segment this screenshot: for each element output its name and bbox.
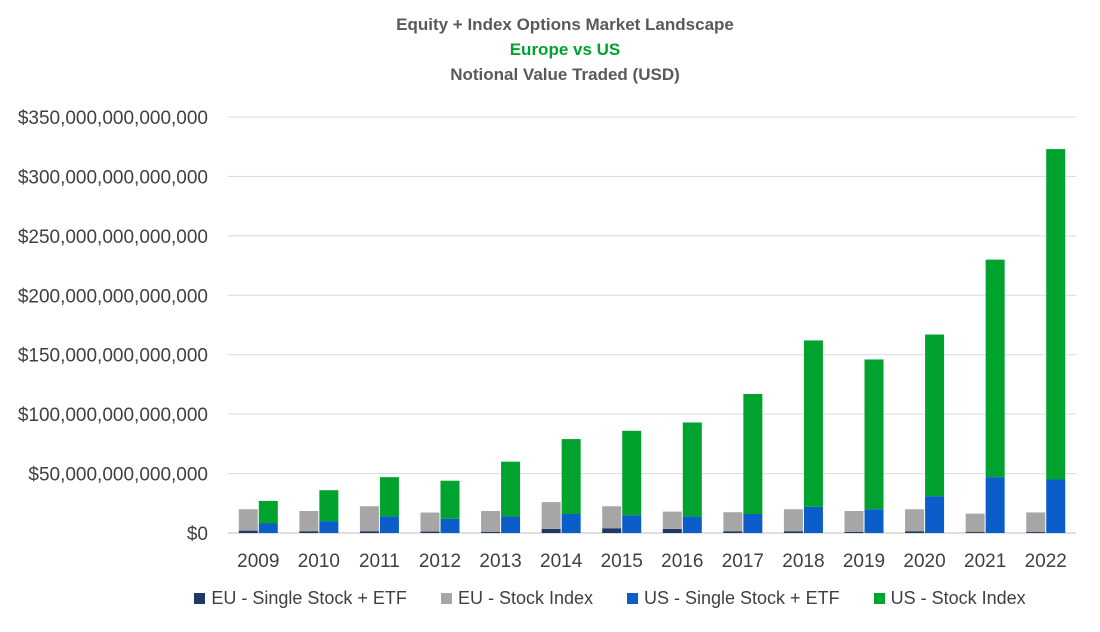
x-tick-label: 2021 bbox=[964, 551, 1006, 572]
bar-eu-stock-index-2017 bbox=[723, 512, 743, 532]
x-tick-label: 2011 bbox=[359, 551, 400, 572]
x-tick-label: 2018 bbox=[782, 551, 824, 572]
y-tick-label: $200,000,000,000,000 bbox=[18, 286, 208, 307]
bar-us-single-stock-etf-2019 bbox=[864, 509, 884, 533]
legend-label: EU - Single Stock + ETF bbox=[211, 588, 407, 608]
bar-us-stock-index-2009 bbox=[258, 500, 278, 524]
bar-eu-stock-index-2020 bbox=[905, 509, 925, 532]
bar-us-single-stock-etf-2017 bbox=[743, 513, 763, 533]
bar-us-stock-index-2013 bbox=[501, 461, 521, 517]
bar-us-single-stock-etf-2016 bbox=[682, 516, 702, 533]
legend-swatch bbox=[440, 593, 452, 604]
bar-us-single-stock-etf-2011 bbox=[379, 516, 399, 533]
bar-eu-single-stock-etf-2016 bbox=[662, 528, 682, 533]
legend-label: US - Stock Index bbox=[890, 588, 1026, 608]
bar-us-single-stock-etf-2015 bbox=[622, 515, 642, 533]
bar-eu-single-stock-etf-2014 bbox=[541, 528, 561, 533]
y-tick-label: $150,000,000,000,000 bbox=[18, 346, 208, 367]
bar-us-single-stock-etf-2021 bbox=[985, 477, 1005, 533]
legend-swatch bbox=[194, 593, 206, 604]
bar-eu-stock-index-2009 bbox=[238, 509, 258, 531]
x-tick-label: 2019 bbox=[843, 551, 885, 572]
bar-us-stock-index-2017 bbox=[743, 393, 763, 514]
chart-titles: Equity + Index Options Market Landscape … bbox=[0, 12, 1100, 87]
y-tick-label: $50,000,000,000,000 bbox=[28, 465, 208, 486]
bar-us-stock-index-2020 bbox=[925, 334, 945, 497]
y-tick-label: $300,000,000,000,000 bbox=[18, 167, 208, 188]
x-tick-label: 2015 bbox=[601, 551, 643, 572]
bar-us-stock-index-2014 bbox=[561, 439, 581, 514]
x-tick-label: 2009 bbox=[237, 551, 279, 572]
bar-us-single-stock-etf-2022 bbox=[1046, 479, 1066, 533]
bar-eu-stock-index-2018 bbox=[783, 509, 803, 532]
bar-eu-single-stock-etf-2021 bbox=[965, 532, 985, 533]
x-tick-label: 2020 bbox=[903, 551, 945, 572]
legend-item-us-single-stock: US - Single Stock + ETF bbox=[627, 588, 840, 609]
legend-swatch bbox=[873, 593, 885, 604]
bar-eu-stock-index-2011 bbox=[359, 506, 379, 532]
bar-eu-single-stock-etf-2017 bbox=[723, 531, 743, 533]
bar-eu-stock-index-2016 bbox=[662, 511, 682, 529]
bar-us-stock-index-2022 bbox=[1046, 149, 1066, 480]
bar-eu-single-stock-etf-2018 bbox=[783, 531, 803, 533]
bar-eu-single-stock-etf-2010 bbox=[299, 531, 319, 533]
x-tick-label: 2014 bbox=[540, 551, 583, 572]
bar-us-single-stock-etf-2013 bbox=[501, 516, 521, 533]
bar-us-stock-index-2011 bbox=[379, 477, 399, 517]
bar-eu-single-stock-etf-2011 bbox=[359, 531, 379, 533]
bar-us-stock-index-2018 bbox=[803, 340, 823, 507]
legend-item-us-stock-index: US - Stock Index bbox=[873, 588, 1026, 609]
legend-label: EU - Stock Index bbox=[457, 588, 593, 608]
legend-item-eu-stock-index: EU - Stock Index bbox=[440, 588, 593, 609]
bar-eu-single-stock-etf-2019 bbox=[844, 531, 864, 533]
bar-us-stock-index-2016 bbox=[682, 422, 702, 517]
bar-eu-single-stock-etf-2015 bbox=[602, 528, 622, 533]
bar-us-single-stock-etf-2014 bbox=[561, 513, 581, 533]
legend: EU - Single Stock + ETF EU - Stock Index… bbox=[0, 588, 1100, 609]
x-tick-label: 2010 bbox=[298, 551, 340, 572]
bar-us-stock-index-2015 bbox=[622, 430, 642, 516]
bar-eu-stock-index-2022 bbox=[1026, 512, 1046, 533]
bar-eu-single-stock-etf-2009 bbox=[238, 530, 258, 533]
x-tick-label: 2016 bbox=[661, 551, 703, 572]
x-tick-label: 2013 bbox=[479, 551, 521, 572]
bar-us-stock-index-2012 bbox=[440, 480, 460, 519]
y-tick-label: $0 bbox=[187, 524, 208, 545]
bar-eu-stock-index-2012 bbox=[420, 512, 440, 532]
bar-us-stock-index-2010 bbox=[319, 490, 339, 522]
bar-eu-stock-index-2015 bbox=[602, 506, 622, 529]
y-tick-label: $100,000,000,000,000 bbox=[18, 405, 208, 426]
chart-title: Equity + Index Options Market Landscape bbox=[396, 15, 734, 34]
x-tick-label: 2017 bbox=[722, 551, 764, 572]
legend-label: US - Single Stock + ETF bbox=[644, 588, 840, 608]
bar-us-stock-index-2019 bbox=[864, 359, 884, 510]
bar-eu-single-stock-etf-2012 bbox=[420, 531, 440, 533]
bar-eu-stock-index-2010 bbox=[299, 511, 319, 532]
legend-item-eu-single-stock: EU - Single Stock + ETF bbox=[194, 588, 407, 609]
y-tick-label: $250,000,000,000,000 bbox=[18, 227, 208, 248]
bar-eu-stock-index-2019 bbox=[844, 511, 864, 532]
x-tick-label: 2022 bbox=[1025, 551, 1067, 572]
legend-swatch bbox=[627, 593, 638, 604]
chart-subtitle-2: Notional Value Traded (USD) bbox=[450, 65, 680, 84]
bar-us-single-stock-etf-2010 bbox=[319, 521, 339, 533]
bar-us-single-stock-etf-2009 bbox=[258, 523, 278, 533]
bar-eu-stock-index-2013 bbox=[481, 511, 501, 532]
bar-eu-stock-index-2014 bbox=[541, 502, 561, 529]
x-tick-label: 2012 bbox=[419, 551, 461, 572]
bar-us-single-stock-etf-2020 bbox=[925, 496, 945, 533]
bar-us-stock-index-2021 bbox=[985, 259, 1005, 478]
bar-us-single-stock-etf-2018 bbox=[803, 506, 823, 533]
y-tick-label: $350,000,000,000,000 bbox=[18, 108, 208, 129]
bar-eu-stock-index-2021 bbox=[965, 513, 985, 533]
chart-subtitle: Europe vs US bbox=[509, 40, 621, 59]
bar-eu-single-stock-etf-2020 bbox=[905, 531, 925, 533]
bar-us-single-stock-etf-2012 bbox=[440, 518, 460, 533]
bar-eu-single-stock-etf-2013 bbox=[481, 531, 501, 533]
bar-eu-single-stock-etf-2022 bbox=[1026, 532, 1046, 533]
